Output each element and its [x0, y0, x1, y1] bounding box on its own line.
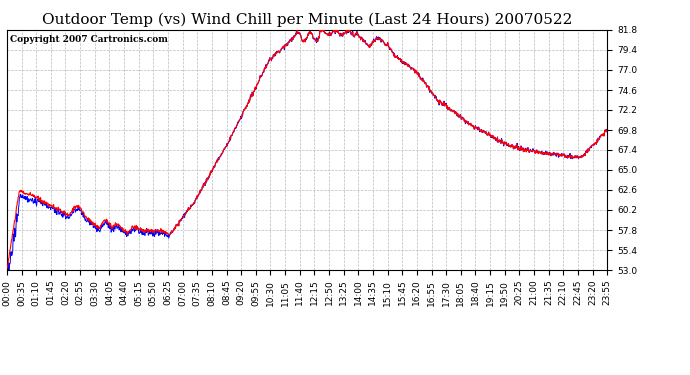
Text: Copyright 2007 Cartronics.com: Copyright 2007 Cartronics.com	[10, 35, 168, 44]
Title: Outdoor Temp (vs) Wind Chill per Minute (Last 24 Hours) 20070522: Outdoor Temp (vs) Wind Chill per Minute …	[42, 13, 572, 27]
